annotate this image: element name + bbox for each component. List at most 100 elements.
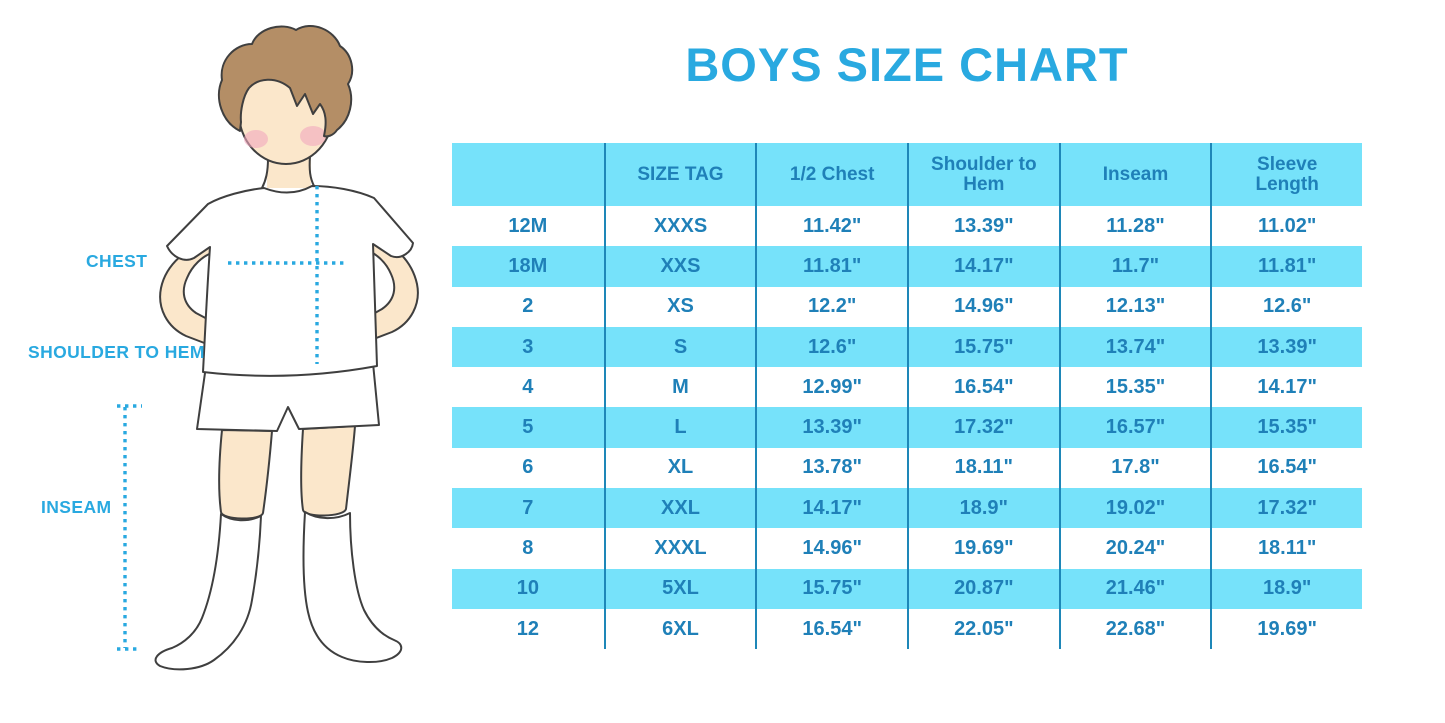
table-cell: 15.75" [907,326,1059,368]
table-cell: 17.32" [907,407,1059,448]
table-cell: 11.7" [1058,246,1211,287]
table-row: 2 XS 12.2" 14.96" 12.13" 12.6" [452,286,1362,327]
table-row: 12 6XL 16.54" 22.05" 22.68" 19.69" [452,608,1362,650]
table-row: 10 5XL 15.75" 20.87" 21.46" 18.9" [452,568,1362,609]
table-cell: 2 [522,295,534,318]
table-cell: 15.35" [1058,367,1211,408]
left-leg [218,429,273,520]
table-cell: 22.68" [1058,608,1211,650]
table-cell: 10 [516,577,539,600]
table-cell: 21.46" [1058,568,1211,609]
table-cell: 14.96" [907,286,1059,327]
hair [217,25,354,138]
table-cell: XXS [603,246,756,287]
shoulder-to-hem-label: SHOULDER TO HEM [28,342,205,362]
chest-label: CHEST [86,251,148,271]
table-cell: 13.39" [907,206,1059,247]
table-cell: 19.02" [1058,488,1211,529]
table-cell: XXL [603,488,756,529]
table-cell: 18.9" [907,488,1059,529]
table-cell: 12.6" [755,326,907,368]
table-cell: S [603,326,756,368]
table-cell: 15.75" [755,568,907,609]
table-cell: 18.11" [1210,528,1362,569]
table-cell: 14.17" [1210,367,1362,408]
table-cell: 19.69" [907,528,1059,569]
table-header-row: SIZE TAG 1/2 Chest Shoulder to Hem Insea… [452,143,1362,206]
table-rows: 12M XXXS 11.42" 13.39" 11.28" 11.02" 18M XXS 11.… [452,206,1362,650]
left-sock [154,513,262,671]
table-cell: 20.87" [907,568,1059,609]
table-cell: 13.74" [1058,326,1211,368]
table-row: 3 S 12.6" 15.75" 13.74" 13.39" [452,326,1362,368]
inseam-label: INSEAM [41,497,112,517]
table-cell: 13.39" [755,407,907,448]
header-cell-shoulder-to-hem: Shoulder to Hem [907,143,1059,206]
table-cell: 14.17" [755,488,907,529]
table-row: 8 XXXL 14.96" 19.69" 20.24" 18.11" [452,528,1362,569]
table-cell: 16.54" [907,367,1059,408]
header-cell-size [452,143,604,206]
table-cell: 22.05" [907,608,1059,650]
boy-illustration [117,25,419,671]
table-cell: 16.57" [1058,407,1211,448]
table-cell: XXXS [603,206,756,247]
table-cell: 17.32" [1210,488,1362,529]
table-cell: 11.81" [755,246,907,287]
table-cell: 20.24" [1058,528,1211,569]
t-shirt [166,185,414,377]
table-cell: 16.54" [1210,447,1362,489]
table-cell: 15.35" [1210,407,1362,448]
table-cell: 12.2" [755,286,907,327]
table-cell: XL [603,447,756,489]
table-cell: 4 [522,375,534,398]
table-cell: 14.96" [755,528,907,569]
table-row: 5 L 13.39" 17.32" 16.57" 15.35" [452,407,1362,448]
table-cell: 6 [522,456,534,479]
table-row: 4 M 12.99" 16.54" 15.35" 14.17" [452,367,1362,408]
header-cell-sleeve-length: Sleeve Length [1210,143,1362,206]
table-cell: 14.17" [907,246,1059,287]
table-cell: 17.8" [1058,447,1211,489]
table-cell: 6XL [603,608,756,650]
blush-right-cheek [300,126,326,146]
table-cell: 5XL [603,568,756,609]
table-cell: 11.42" [755,206,907,247]
header-cell-half-chest: 1/2 Chest [755,143,907,206]
table-cell: 5 [522,416,534,439]
table-cell: L [603,407,756,448]
right-leg [300,425,356,517]
table-cell: 11.28" [1058,206,1211,247]
table-cell: 18.11" [907,447,1059,489]
table-cell: 7 [522,496,534,519]
table-cell: 16.54" [755,608,907,650]
header-cell-size-tag: SIZE TAG [603,143,756,206]
table-cell: 8 [522,537,534,560]
table-cell: M [603,367,756,408]
table-cell: 11.02" [1210,206,1362,247]
right-sock [302,511,403,663]
table-cell: 11.81" [1210,246,1362,287]
table-cell: 12 [516,617,539,640]
table-cell: 19.69" [1210,608,1362,650]
table-cell: 12.99" [755,367,907,408]
table-row: 6 XL 13.78" 18.11" 17.8" 16.54" [452,447,1362,489]
table-cell: 18.9" [1210,568,1362,609]
table-cell: 12M [508,214,548,237]
table-cell: XXXL [603,528,756,569]
table-cell: 3 [522,335,534,358]
table-cell: 18M [508,254,548,277]
size-table: SIZE TAG 1/2 Chest Shoulder to Hem Insea… [452,143,1362,650]
table-row: 18M XXS 11.81" 14.17" 11.7" 11.81" [452,246,1362,287]
blush-left-cheek [244,130,268,148]
table-cell: 12.13" [1058,286,1211,327]
table-cell: 13.78" [755,447,907,489]
table-row: 7 XXL 14.17" 18.9" 19.02" 17.32" [452,488,1362,529]
header-cell-inseam: Inseam [1058,143,1211,206]
table-cell: 12.6" [1210,286,1362,327]
table-cell: 13.39" [1210,326,1362,368]
table-row: 12M XXXS 11.42" 13.39" 11.28" 11.02" [452,206,1362,247]
page-title: BOYS SIZE CHART [685,38,1129,91]
table-cell: XS [603,286,756,327]
